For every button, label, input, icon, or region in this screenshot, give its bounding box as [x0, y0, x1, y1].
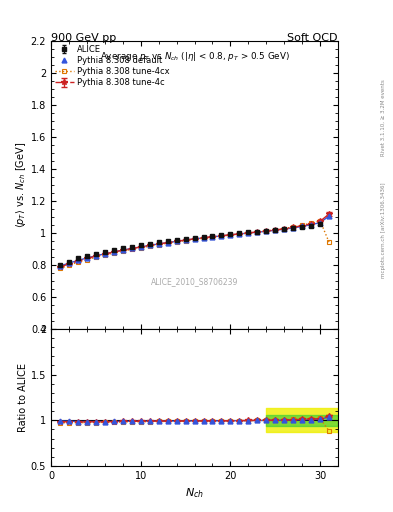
Pythia 8.308 default	[219, 233, 224, 239]
Y-axis label: $\langle p_T \rangle$ vs. $N_{ch}$ [GeV]: $\langle p_T \rangle$ vs. $N_{ch}$ [GeV]	[14, 142, 28, 228]
Pythia 8.308 tune-4cx	[75, 259, 80, 265]
Pythia 8.308 default	[58, 263, 62, 269]
X-axis label: $N_{ch}$: $N_{ch}$	[185, 486, 204, 500]
Pythia 8.308 default	[300, 223, 305, 229]
Pythia 8.308 tune-4cx	[103, 252, 107, 258]
Pythia 8.308 default	[112, 249, 116, 255]
Text: mcplots.cern.ch [arXiv:1306.3436]: mcplots.cern.ch [arXiv:1306.3436]	[381, 183, 386, 278]
Pythia 8.308 tune-4cx	[282, 225, 286, 231]
Pythia 8.308 default	[273, 227, 277, 233]
Pythia 8.308 tune-4cx	[156, 242, 161, 248]
Pythia 8.308 tune-4cx	[174, 239, 179, 245]
Pythia 8.308 default	[75, 258, 80, 264]
Pythia 8.308 default	[129, 245, 134, 251]
Pythia 8.308 tune-4cx	[201, 235, 206, 241]
Pythia 8.308 tune-4cx	[291, 224, 296, 230]
Pythia 8.308 default	[147, 242, 152, 248]
Pythia 8.308 tune-4cx	[192, 236, 197, 242]
Pythia 8.308 tune-4cx	[273, 227, 277, 233]
Pythia 8.308 tune-4cx	[219, 233, 224, 239]
Pythia 8.308 tune-4cx	[120, 248, 125, 254]
Pythia 8.308 tune-4cx	[210, 234, 215, 240]
Pythia 8.308 tune-4cx	[255, 229, 260, 235]
Pythia 8.308 tune-4cx	[246, 230, 251, 236]
Pythia 8.308 tune-4cx	[318, 218, 322, 224]
Pythia 8.308 default	[255, 229, 260, 236]
Text: ALICE_2010_S8706239: ALICE_2010_S8706239	[151, 276, 238, 286]
Pythia 8.308 default	[192, 236, 197, 242]
Pythia 8.308 default	[84, 255, 89, 261]
Text: Soft QCD: Soft QCD	[288, 33, 338, 44]
Y-axis label: Ratio to ALICE: Ratio to ALICE	[18, 363, 28, 432]
Pythia 8.308 default	[228, 232, 233, 238]
Pythia 8.308 tune-4cx	[112, 250, 116, 256]
Pythia 8.308 default	[327, 213, 331, 219]
Pythia 8.308 default	[156, 241, 161, 247]
Pythia 8.308 default	[165, 240, 170, 246]
Pythia 8.308 default	[201, 235, 206, 241]
Pythia 8.308 tune-4cx	[94, 254, 98, 260]
Pythia 8.308 default	[291, 225, 296, 231]
Pythia 8.308 tune-4cx	[84, 257, 89, 263]
Line: Pythia 8.308 tune-4cx: Pythia 8.308 tune-4cx	[58, 218, 331, 271]
Pythia 8.308 default	[282, 226, 286, 232]
Pythia 8.308 tune-4cx	[309, 220, 314, 226]
Legend: ALICE, Pythia 8.308 default, Pythia 8.308 tune-4cx, Pythia 8.308 tune-4c: ALICE, Pythia 8.308 default, Pythia 8.30…	[53, 44, 171, 89]
Pythia 8.308 tune-4cx	[327, 239, 331, 245]
Pythia 8.308 default	[183, 237, 188, 243]
Pythia 8.308 tune-4cx	[58, 265, 62, 271]
Pythia 8.308 default	[309, 222, 314, 228]
Pythia 8.308 default	[67, 260, 72, 266]
Line: Pythia 8.308 default: Pythia 8.308 default	[58, 214, 331, 268]
Pythia 8.308 tune-4cx	[228, 232, 233, 238]
Pythia 8.308 tune-4cx	[237, 231, 242, 237]
Pythia 8.308 default	[138, 244, 143, 250]
Pythia 8.308 tune-4cx	[183, 238, 188, 244]
Pythia 8.308 default	[94, 253, 98, 259]
Text: Average $p_T$ vs $N_{ch}$ ($|\eta|$ < 0.8, $p_T$ > 0.5 GeV): Average $p_T$ vs $N_{ch}$ ($|\eta|$ < 0.…	[99, 50, 290, 62]
Pythia 8.308 default	[237, 231, 242, 237]
Pythia 8.308 default	[174, 238, 179, 244]
Pythia 8.308 default	[318, 220, 322, 226]
Pythia 8.308 tune-4cx	[129, 246, 134, 252]
Pythia 8.308 tune-4cx	[300, 222, 305, 228]
Pythia 8.308 default	[103, 251, 107, 257]
Pythia 8.308 default	[264, 228, 269, 234]
Pythia 8.308 default	[210, 234, 215, 240]
Pythia 8.308 default	[246, 230, 251, 236]
Pythia 8.308 tune-4cx	[165, 240, 170, 246]
Text: 900 GeV pp: 900 GeV pp	[51, 33, 116, 44]
Pythia 8.308 tune-4cx	[147, 243, 152, 249]
Text: Rivet 3.1.10, ≥ 3.2M events: Rivet 3.1.10, ≥ 3.2M events	[381, 79, 386, 156]
Pythia 8.308 default	[120, 247, 125, 253]
Pythia 8.308 tune-4cx	[264, 228, 269, 234]
Pythia 8.308 tune-4cx	[138, 245, 143, 251]
Pythia 8.308 tune-4cx	[67, 262, 72, 268]
